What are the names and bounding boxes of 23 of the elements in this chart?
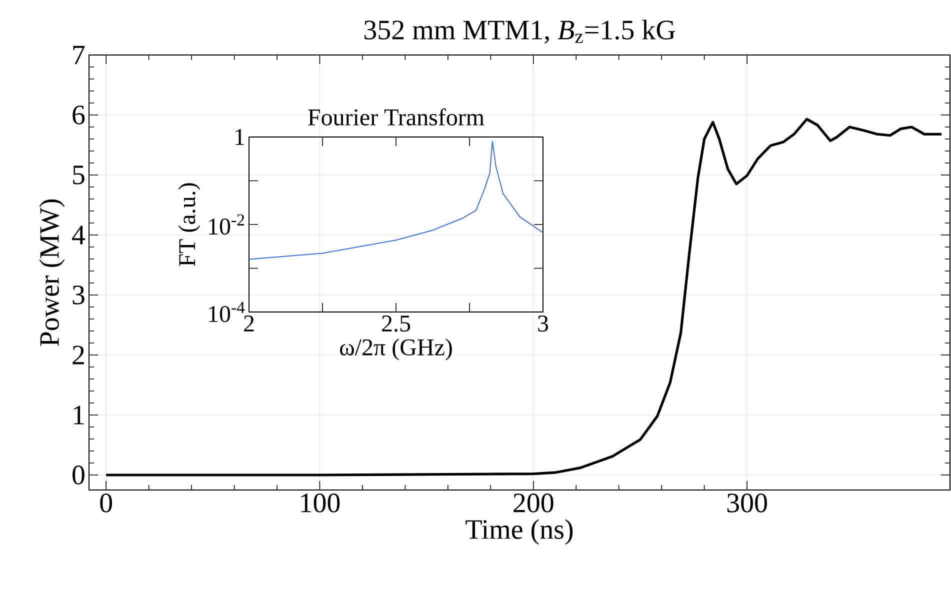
y-tick-label: 10$^{-2}$ <box>209 214 244 235</box>
y-tick-label: 4 <box>72 226 86 244</box>
y-tick-label: 1 <box>236 129 244 145</box>
x-axis-title: Time (ns) <box>466 519 573 545</box>
x-axis-title: ω/2π (GHz) <box>340 338 452 360</box>
y-tick-label: 3 <box>72 286 84 304</box>
x-tick-label: 3 <box>538 316 548 332</box>
x-tick-label: 200 <box>514 494 554 512</box>
chart-title: 352 mm MTM1, B$_{z}$=1.5 kG <box>364 20 676 44</box>
x-tick-label: 2.5 <box>382 316 410 332</box>
y-tick-label: 6 <box>72 106 85 124</box>
chart-title: Fourier Transform <box>308 108 484 126</box>
x-tick-label: 300 <box>727 494 767 512</box>
y-tick-label: 0 <box>72 466 84 484</box>
y-axis-title: Power (MW) <box>39 199 65 346</box>
y-tick-label: 7 <box>73 46 85 64</box>
x-tick-label: 0 <box>100 494 112 512</box>
y-tick-label: 1 <box>74 406 84 424</box>
y-tick-label: 2 <box>72 346 84 364</box>
y-tick-label: 5 <box>73 166 84 184</box>
y-tick-label: 10$^{-4}$ <box>209 302 245 322</box>
x-tick-label: 100 <box>301 494 340 512</box>
y-axis-title: FT (a.u.) <box>178 183 200 266</box>
